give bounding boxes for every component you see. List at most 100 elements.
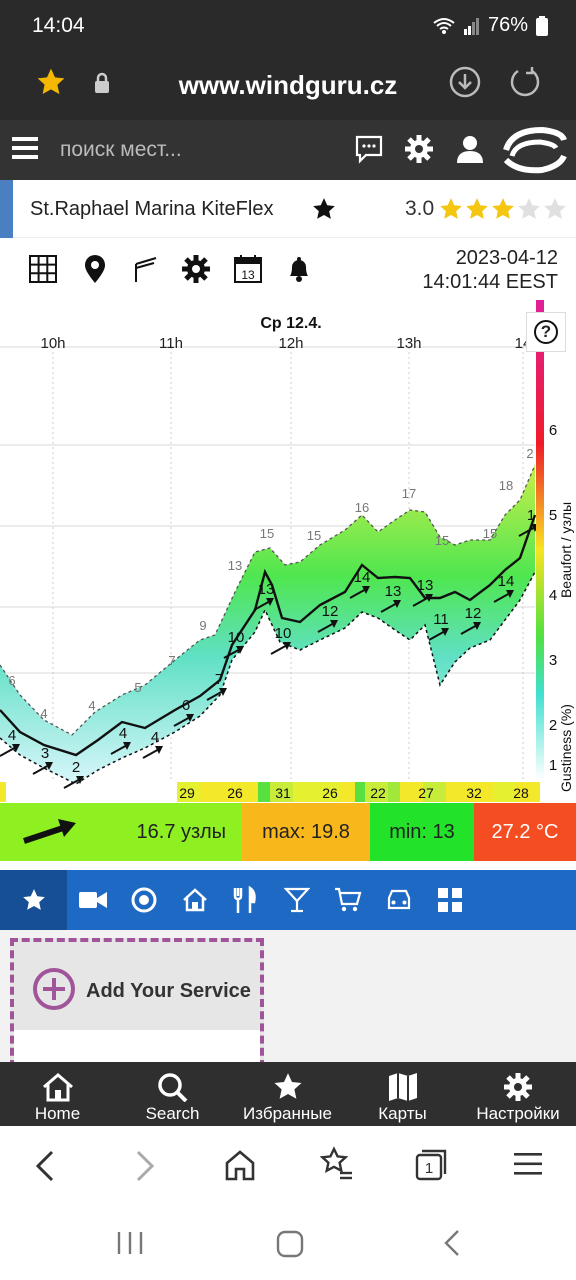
wind-direction-arrowhead [266, 598, 274, 606]
category-restaurants[interactable] [220, 870, 270, 930]
gustiness-value: 22 [370, 785, 386, 801]
gustiness-value: 29 [179, 785, 195, 801]
gust-label: 6 [8, 673, 15, 688]
android-nav-bar [0, 1206, 576, 1280]
gustiness-cell [200, 782, 224, 802]
wind-direction-arrowhead [45, 762, 53, 770]
wind-direction-arrowhead [330, 620, 338, 628]
browser-menu-icon[interactable] [514, 1150, 542, 1178]
average-wind-label: 13 [385, 583, 402, 600]
chat-icon[interactable] [354, 134, 384, 164]
map-icon [388, 1073, 417, 1101]
nav-favorites[interactable]: Избранные [230, 1062, 345, 1126]
gustiness-cell [516, 782, 540, 802]
grid-icon [438, 888, 462, 912]
house-icon [183, 888, 207, 912]
user-icon[interactable] [456, 134, 484, 164]
menu-icon[interactable] [12, 135, 40, 163]
wind-summary: 16.7 узлы [0, 803, 242, 861]
android-home-icon[interactable] [276, 1230, 304, 1258]
category-rental[interactable] [374, 870, 424, 930]
beaufort-tick: 4 [549, 587, 557, 604]
wind-chart[interactable]: Ср 12.4. 10h 11h 12h 13h 14 6 4 4 5 7 9 13 15 15 16 17 15… [0, 300, 576, 803]
gustiness-cell [293, 782, 317, 802]
nav-search[interactable]: Search [115, 1062, 230, 1126]
category-more[interactable] [425, 870, 475, 930]
gustiness-cell [470, 782, 494, 802]
wind-range-area [0, 465, 535, 784]
browser-home-icon[interactable] [224, 1148, 256, 1182]
average-wind-label: 11 [433, 611, 449, 628]
hour-label: 11h [159, 335, 183, 352]
spot-name[interactable]: St.Raphael Marina KiteFlex [30, 198, 274, 220]
recents-icon[interactable] [116, 1230, 144, 1256]
calendar-icon[interactable]: 13 [233, 254, 263, 284]
gustiness-cell [400, 782, 424, 802]
bell-icon[interactable] [284, 254, 314, 284]
wind-direction-arrowhead [425, 594, 433, 602]
add-circle-icon [33, 968, 75, 1010]
table-grid-icon[interactable] [28, 254, 58, 284]
tabs-icon[interactable]: 1 [414, 1148, 448, 1182]
wind-direction-arrowhead [473, 622, 481, 630]
windsock-icon[interactable] [132, 254, 162, 284]
car-icon [387, 889, 411, 910]
home-icon [42, 1073, 73, 1102]
nav-home[interactable]: Home [0, 1062, 115, 1126]
nav-settings[interactable]: Настройки [460, 1062, 576, 1126]
gust-label: 5 [134, 680, 141, 695]
category-shops[interactable] [323, 870, 373, 930]
windguru-logo-icon[interactable] [502, 126, 568, 174]
gustiness-cell [316, 782, 340, 802]
service-area: Add Your Service [0, 930, 576, 1070]
category-bars[interactable] [272, 870, 322, 930]
beaufort-scale-bar [536, 300, 544, 780]
gust-label: 15 [307, 528, 321, 543]
gust-label: 16 [355, 500, 369, 515]
fork-knife-icon [233, 886, 256, 913]
url-text[interactable]: www.windguru.cz [178, 70, 398, 100]
reload-icon[interactable] [508, 65, 542, 99]
star-icon [274, 1073, 301, 1099]
wind-direction-arrowhead [283, 642, 291, 650]
nav-maps[interactable]: Карты [345, 1062, 460, 1126]
status-icons: 76% [432, 14, 548, 37]
beaufort-tick: 1 [549, 757, 557, 774]
forward-icon[interactable] [130, 1148, 158, 1184]
android-back-icon[interactable] [440, 1228, 464, 1258]
search-input[interactable]: поиск мест... [60, 138, 182, 161]
favorite-star-icon[interactable] [35, 66, 67, 98]
category-webcam[interactable] [68, 870, 118, 930]
star-empty-icon [544, 198, 567, 219]
battery-percent: 76% [487, 14, 528, 36]
gust-line [0, 464, 536, 736]
wind-direction-arrowhead [155, 746, 163, 754]
average-wind-label: 13 [417, 577, 434, 594]
svg-text:1: 1 [425, 1160, 433, 1177]
category-spots[interactable] [119, 870, 169, 930]
nav-favorites-label: Избранные [243, 1104, 332, 1123]
gust-label: 17 [402, 486, 416, 501]
average-wind-label: 4 [119, 725, 127, 742]
bookmarks-icon[interactable] [318, 1146, 354, 1182]
svg-text:13: 13 [241, 268, 255, 282]
category-favorites[interactable] [0, 870, 67, 930]
lock-icon[interactable] [93, 72, 111, 94]
chart-help-button[interactable]: ? [526, 312, 566, 352]
map-pin-icon[interactable] [80, 254, 110, 284]
gustiness-value: 27 [418, 785, 434, 801]
chart-title: Ср 12.4. [260, 315, 321, 332]
wifi-icon [433, 17, 455, 34]
settings-gear-icon[interactable] [181, 254, 211, 284]
favorite-spot-star-icon[interactable] [310, 196, 338, 222]
category-bar [0, 870, 576, 930]
wind-direction-arrowhead [219, 688, 227, 696]
gear-icon[interactable] [404, 134, 434, 164]
download-icon[interactable] [448, 65, 482, 99]
add-service-card[interactable]: Add Your Service [10, 938, 264, 1070]
gustiness-value: 26 [227, 785, 243, 801]
spot-rating: 3.0 [405, 196, 568, 222]
back-icon[interactable] [32, 1148, 60, 1184]
category-accommodation[interactable] [170, 870, 220, 930]
